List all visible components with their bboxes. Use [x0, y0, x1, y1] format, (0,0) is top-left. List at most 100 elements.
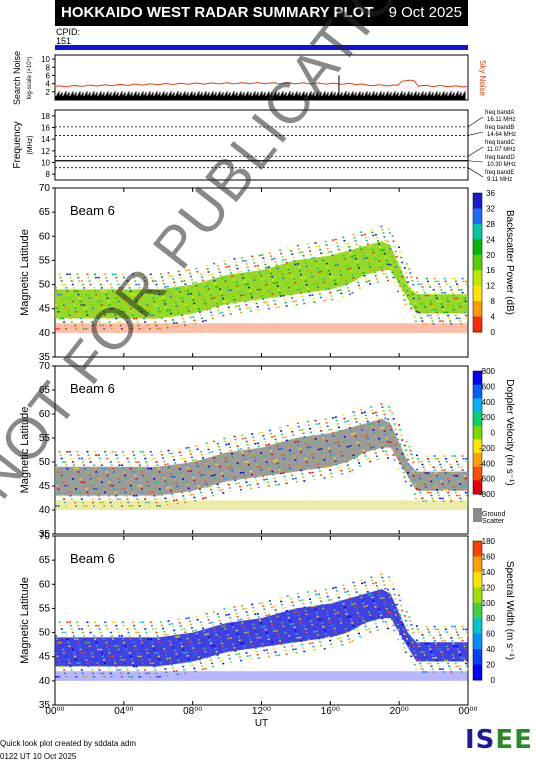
colorbar-cell	[473, 270, 482, 287]
colorbar-tick-label: 8	[491, 297, 496, 306]
lat-ytick-label: 35	[39, 529, 51, 540]
lat-ytick-label: 60	[39, 231, 51, 242]
band-leader	[467, 167, 484, 178]
colorbar-cell	[473, 618, 482, 635]
freq-ylabel: Frequency	[12, 121, 23, 168]
ground-scatter-label: Scatter	[482, 518, 505, 525]
colorbar-cell	[473, 193, 482, 209]
echo-band	[55, 241, 468, 319]
footer-timestamp: 0122 UT 10 Oct 2025	[0, 752, 77, 761]
colorbar-cell	[473, 398, 482, 413]
colorbar-cell	[473, 541, 482, 557]
band-leader	[467, 131, 484, 136]
band-value: 11.07 MHz	[487, 147, 516, 153]
colorbar-tick-label: 24	[486, 235, 495, 244]
echo-cells	[57, 225, 470, 330]
colorbar-tick-label: -600	[479, 475, 496, 484]
echo-band	[55, 418, 468, 496]
echo-cells	[57, 403, 470, 507]
lat-ytick-label: 40	[39, 676, 51, 687]
lat-ytick-label: 70	[39, 183, 51, 194]
lat-ytick-label: 55	[39, 433, 51, 444]
colorbar-tick-label: 4	[491, 313, 496, 322]
beam-label: Beam 6	[70, 381, 115, 396]
time-xlabel: UT	[255, 718, 268, 729]
lat-ytick-label: 65	[39, 385, 51, 396]
lat-ytick-label: 65	[39, 207, 51, 218]
colorbar-cell	[473, 254, 482, 271]
colorbar-frame	[472, 192, 483, 333]
colorbar-tick-label: 28	[486, 220, 495, 229]
noise-ylabel: Search Noise	[12, 51, 22, 105]
lat-ylabel: Magnetic Latitude	[19, 407, 31, 494]
colorbar-cell	[473, 571, 482, 588]
lat-ylabel: Magnetic Latitude	[19, 577, 31, 664]
colorbar-cell	[473, 371, 482, 386]
plot-title: HOKKAIDO WEST RADAR SUMMARY PLOT	[61, 4, 374, 21]
colorbar-tick-label: 60	[486, 630, 495, 639]
ground-scatter-swatch	[473, 508, 482, 522]
colorbar-tick-label: 400	[482, 398, 496, 407]
colorbar-tick-label: 36	[486, 189, 495, 198]
colorbar-tick-label: 120	[482, 583, 496, 592]
lat-ytick-label: 45	[39, 652, 51, 663]
lat-ytick-label: 40	[39, 328, 51, 339]
lat-ylabel: Magnetic Latitude	[19, 229, 31, 316]
lat-ytick-label: 70	[39, 361, 51, 372]
colorbar-cell	[473, 239, 482, 256]
colorbar-tick-label: 0	[491, 429, 496, 438]
colorbar-tick-label: -800	[479, 490, 496, 499]
time-xtick-label: 12⁰⁰	[252, 706, 271, 717]
search-noise-bars	[55, 91, 466, 100]
colorbar-tick-label: 12	[486, 282, 495, 291]
title-bar: HOKKAIDO WEST RADAR SUMMARY PLOT 9 Oct 2…	[55, 0, 468, 26]
colorbar-tick-label: 180	[482, 537, 496, 546]
band-value: 9.11 MHz	[487, 177, 512, 183]
colorbar-cell	[473, 633, 482, 650]
band-name: freq bandC	[485, 140, 515, 146]
colorbar-cell	[473, 649, 482, 666]
noise-ytick-label: 8	[46, 63, 51, 72]
band-leader	[467, 116, 484, 128]
colorbar-cell	[473, 425, 482, 440]
colorbar-label: Backscatter Power (dB)	[504, 210, 515, 315]
colorbar-tick-label: 800	[482, 367, 496, 376]
lat-ytick-label: 60	[39, 409, 51, 420]
noise-sublabel: log-scale (×10⁴)	[26, 57, 33, 99]
colorbar-label: Doppler Velocity (m s⁻¹)	[504, 379, 515, 485]
footer-created: Quick look plot created by sddata adm	[0, 739, 137, 748]
cpid-label: CPID:	[56, 27, 81, 37]
colorbar-tick-label: 20	[486, 661, 495, 670]
colorbar-cell	[473, 664, 482, 681]
colorbar-tick-label: 80	[486, 614, 495, 623]
time-xtick-label: 20⁰⁰	[390, 706, 409, 717]
cpid-bar	[55, 45, 468, 50]
echo-band	[55, 589, 468, 667]
band-value: 14.64 MHz	[487, 132, 516, 138]
time-xtick-label: 08⁰⁰	[183, 706, 202, 717]
freq-ytick-label: 12	[41, 147, 50, 156]
lat-ytick-label: 45	[39, 304, 51, 315]
colorbar-frame	[472, 540, 483, 681]
band-name: freq bandA	[485, 110, 514, 116]
low-lat-echo	[55, 500, 468, 510]
colorbar-tick-label: -400	[479, 459, 496, 468]
colorbar-tick-label: 200	[482, 413, 496, 422]
band-name: freq bandE	[485, 170, 514, 176]
low-lat-echo	[55, 323, 468, 333]
lat-ytick-label: 55	[39, 255, 51, 266]
noise-ytick-label: 4	[46, 80, 51, 89]
colorbar-cell	[473, 223, 482, 240]
colorbar-tick-label: 16	[486, 266, 495, 275]
colorbar-cell	[473, 208, 482, 225]
lat-ytick-label: 65	[39, 555, 51, 566]
colorbar-cell	[473, 316, 482, 333]
colorbar-frame	[472, 370, 483, 495]
noise-ytick-label: 10	[41, 55, 50, 64]
colorbar-cell	[473, 587, 482, 604]
noise-legend: Sky Noise	[478, 60, 487, 97]
lat-ytick-label: 45	[39, 481, 51, 492]
colorbar-cell	[473, 556, 482, 573]
band-leader	[467, 146, 484, 157]
